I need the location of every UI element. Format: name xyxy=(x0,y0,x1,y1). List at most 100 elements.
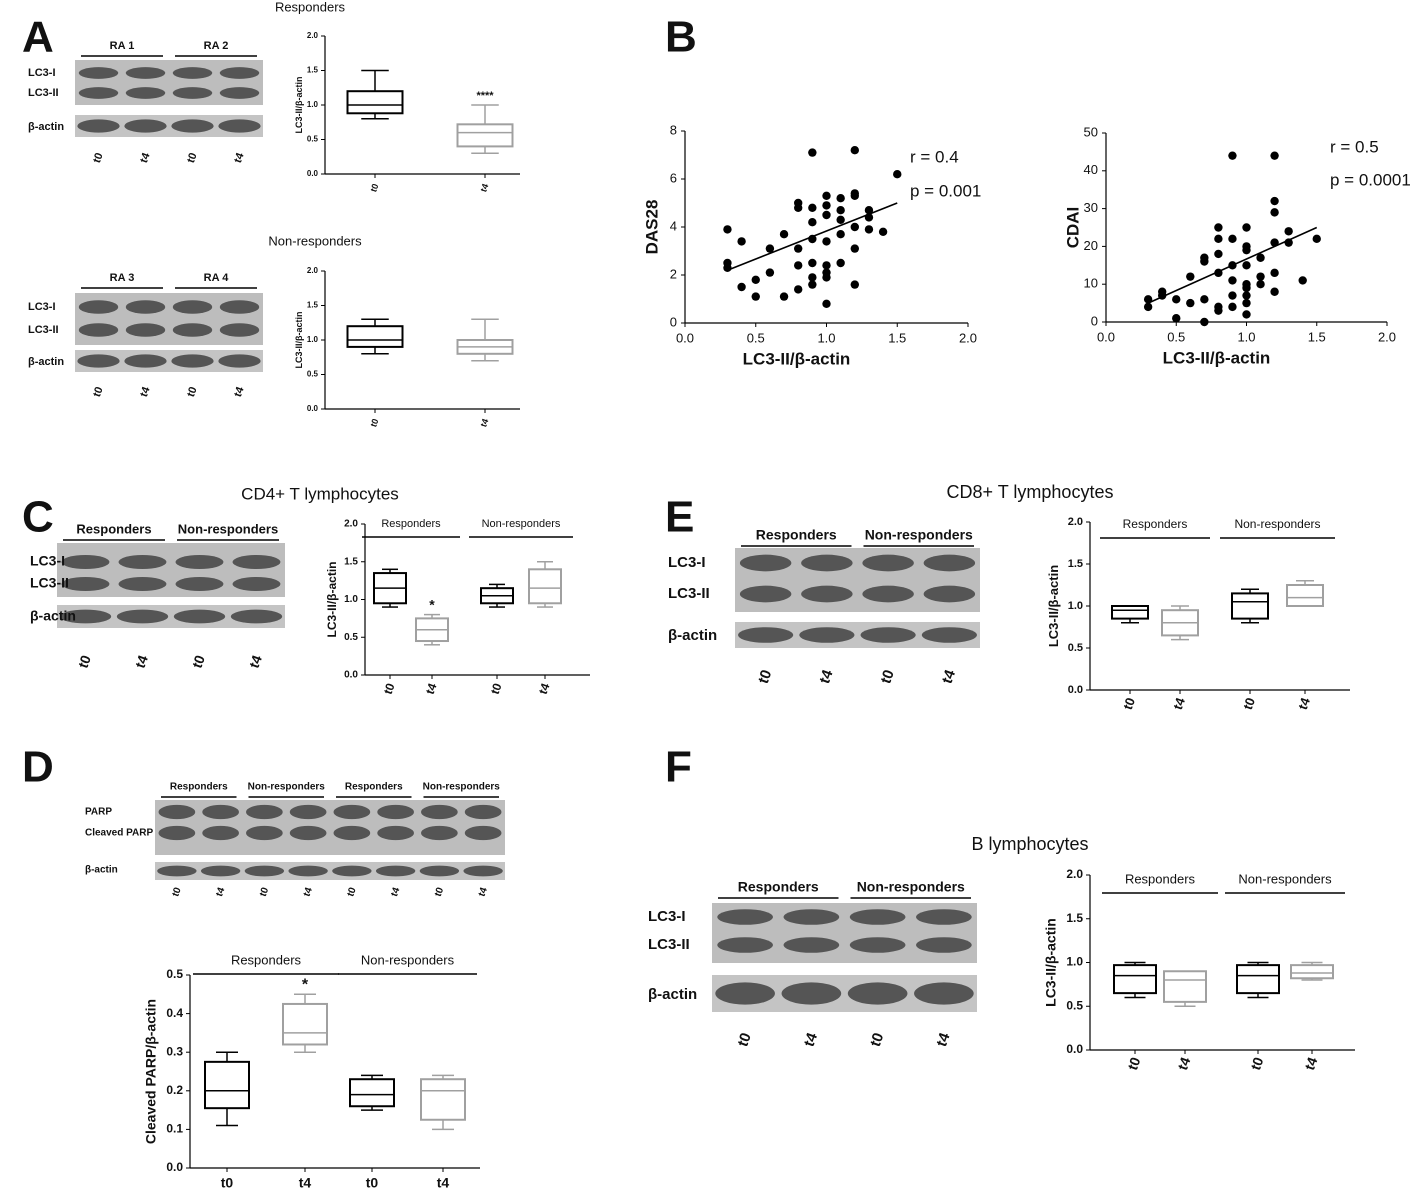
band xyxy=(377,825,414,841)
box xyxy=(1290,964,1334,980)
point xyxy=(794,198,803,208)
lane-label: t4 xyxy=(801,1030,822,1049)
point xyxy=(1228,234,1237,244)
x-tick-label: t4 xyxy=(478,182,490,193)
point xyxy=(850,222,859,232)
row-label: LC3-I xyxy=(28,67,56,79)
y-tick-label: 1.0 xyxy=(307,100,319,109)
point xyxy=(1242,291,1251,300)
panel-letter: B xyxy=(665,13,697,62)
band xyxy=(77,119,120,133)
band xyxy=(61,554,110,570)
x-axis-label: LC3-II/β-actin xyxy=(1163,348,1271,367)
significance-label: * xyxy=(429,596,435,612)
lane-label: t0 xyxy=(75,653,94,670)
y-tick-label: 0.3 xyxy=(166,1044,183,1058)
band xyxy=(78,67,119,79)
band xyxy=(77,354,120,368)
point xyxy=(1214,249,1223,259)
band xyxy=(288,865,328,877)
lane-label: t4 xyxy=(232,150,247,164)
y-tick-label: 2.0 xyxy=(307,266,319,275)
lane-label: t0 xyxy=(734,1031,755,1049)
point xyxy=(737,237,746,246)
y-tick-label: 6 xyxy=(670,170,677,185)
box xyxy=(1231,592,1269,620)
y-tick-label: 0.4 xyxy=(166,1006,183,1020)
point xyxy=(822,201,831,210)
x-tick-label: t4 xyxy=(536,681,553,696)
annotation: p = 0.0001 xyxy=(1330,170,1411,189)
band xyxy=(246,804,283,820)
band xyxy=(849,937,906,953)
band xyxy=(61,576,110,592)
band xyxy=(78,300,119,314)
y-axis-label: LC3-II/β-actin xyxy=(294,77,304,134)
band xyxy=(244,865,285,877)
x-tick-label: 2.0 xyxy=(959,330,977,345)
box xyxy=(456,123,514,148)
band xyxy=(157,865,197,877)
box xyxy=(1286,584,1324,607)
y-axis-label: Cleaved PARP/β-actin xyxy=(142,999,158,1144)
band xyxy=(377,804,414,820)
point xyxy=(836,215,845,224)
row-label: β-actin xyxy=(30,608,76,624)
band xyxy=(332,865,372,877)
x-tick-label: t0 xyxy=(381,681,398,696)
band xyxy=(172,323,213,337)
point xyxy=(1242,261,1251,270)
chart-title: Responders xyxy=(275,0,346,14)
band xyxy=(172,67,213,79)
point xyxy=(850,244,859,253)
point xyxy=(822,299,831,308)
band xyxy=(916,937,972,953)
point xyxy=(850,280,859,289)
row-label: LC3-II xyxy=(30,575,69,591)
row-label: LC3-II xyxy=(28,324,59,336)
lane-label: t0 xyxy=(258,886,272,899)
band xyxy=(847,982,908,1005)
band xyxy=(202,804,239,820)
point xyxy=(1228,302,1237,312)
y-tick-label: 0.5 xyxy=(166,967,183,981)
point xyxy=(794,244,803,253)
point xyxy=(751,275,760,284)
x-tick-label: t4 xyxy=(423,681,440,696)
row-label: LC3-II xyxy=(28,87,59,99)
point xyxy=(751,292,760,301)
y-tick-label: 0.0 xyxy=(307,169,319,178)
band xyxy=(171,119,214,133)
band xyxy=(860,627,916,643)
y-tick-label: 1.5 xyxy=(1068,558,1083,570)
lane-label: t0 xyxy=(185,385,200,398)
band xyxy=(78,87,119,99)
box xyxy=(346,90,404,115)
point xyxy=(1270,196,1279,206)
lane-label: t0 xyxy=(345,886,359,899)
x-tick-label: 1.0 xyxy=(817,330,835,345)
panel-letter: F xyxy=(665,743,692,792)
point xyxy=(1270,287,1279,296)
y-tick-label: 0.0 xyxy=(1066,1042,1083,1056)
y-tick-label: 1.5 xyxy=(1066,911,1083,925)
point xyxy=(822,273,831,282)
band xyxy=(175,576,224,592)
point xyxy=(779,292,789,301)
point xyxy=(878,227,888,236)
lane-label: t4 xyxy=(302,886,316,899)
y-axis-label: LC3-II/β-actin xyxy=(294,312,304,369)
panel-letter: C xyxy=(22,493,54,542)
band xyxy=(125,300,166,314)
band xyxy=(232,576,281,592)
lane-label: t4 xyxy=(232,384,247,398)
y-tick-label: 2.0 xyxy=(307,31,319,40)
x-tick-label: t0 xyxy=(368,417,380,428)
band xyxy=(333,804,371,820)
band xyxy=(219,67,260,79)
point xyxy=(1256,280,1265,289)
point xyxy=(822,261,831,270)
band xyxy=(289,804,327,820)
point xyxy=(1256,253,1265,262)
